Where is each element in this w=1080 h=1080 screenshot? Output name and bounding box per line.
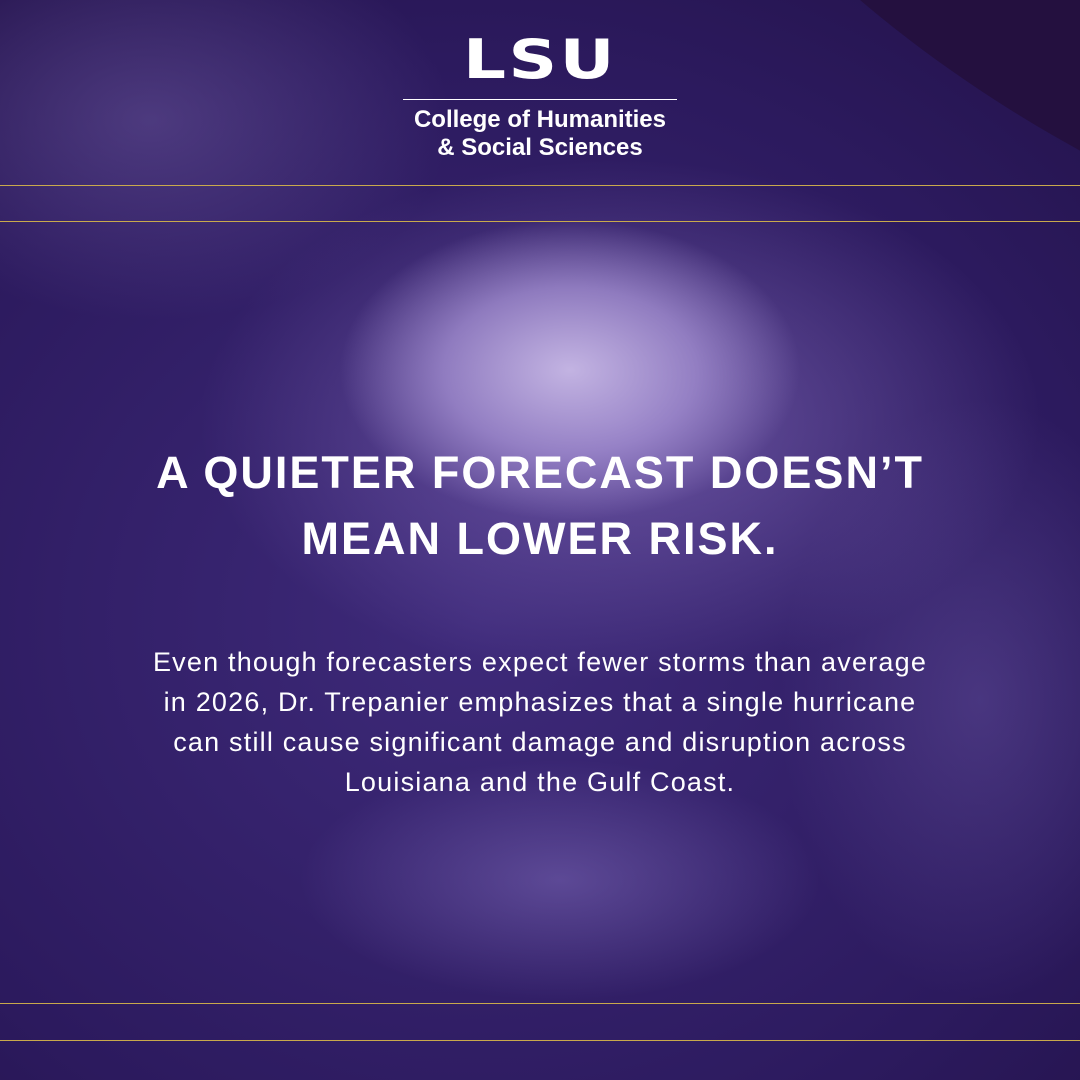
- body-text: Even though forecasters expect fewer sto…: [152, 647, 928, 797]
- logo-rule: [403, 99, 677, 100]
- college-line: College of Humanities: [413, 106, 667, 133]
- gold-line: [0, 1003, 1080, 1004]
- logo: LSU: [463, 28, 617, 91]
- gold-line: [0, 221, 1080, 222]
- headline: A QUIETER FORECAST DOESN’T MEAN LOWER RI…: [156, 447, 924, 564]
- gold-line: [0, 185, 1080, 186]
- gold-line: [0, 1040, 1080, 1041]
- college-line: & Social Sciences: [437, 134, 643, 161]
